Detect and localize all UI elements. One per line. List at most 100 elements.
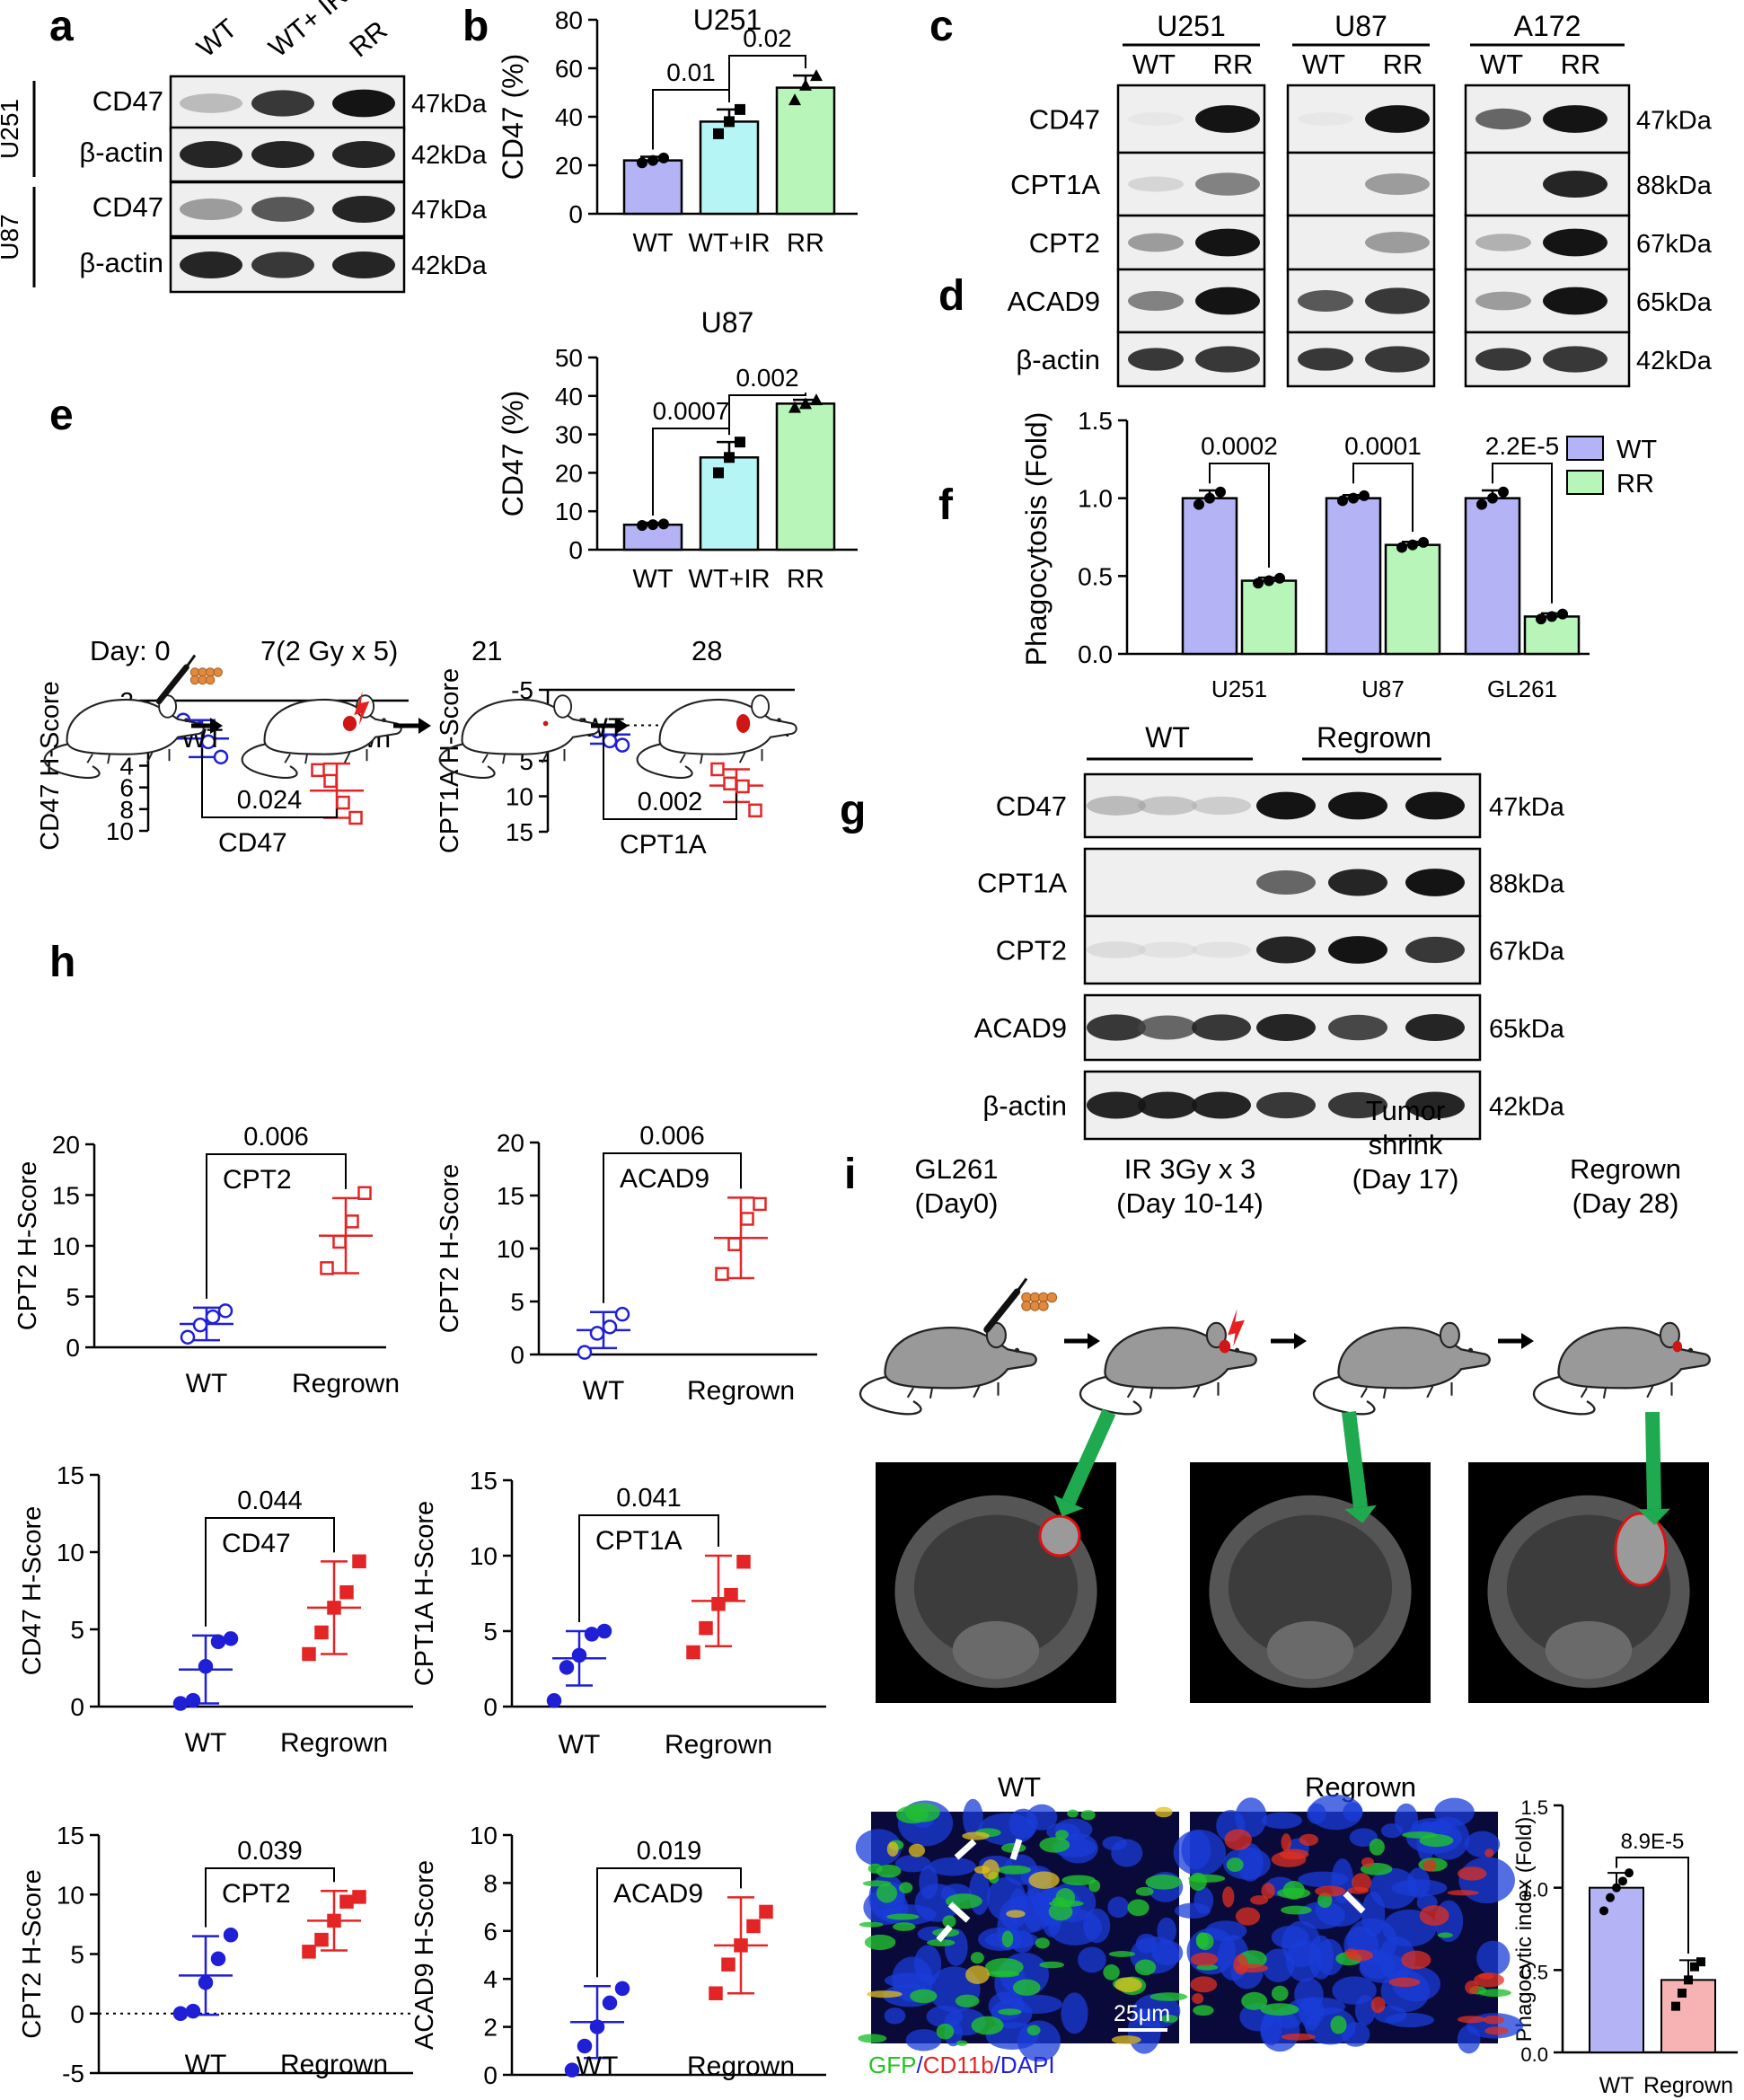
gfp-signal — [1401, 1831, 1438, 1839]
protein-label: CD47 — [92, 191, 163, 223]
data-point — [602, 1995, 618, 2011]
annotation-label: CPT1A — [595, 1526, 683, 1556]
gfp-signal — [1039, 1837, 1070, 1853]
data-point — [753, 1196, 767, 1212]
legend-label: RR — [1616, 470, 1654, 499]
x-tick-label: WT — [632, 229, 673, 258]
y-tick-label: 15 — [497, 1182, 524, 1210]
y-tick-label: -5 — [62, 2060, 84, 2087]
syringe-barrel — [155, 664, 189, 705]
data-point — [223, 1928, 239, 1943]
blot-band — [1405, 936, 1465, 964]
data-point — [1359, 490, 1370, 501]
y-tick-label: 1.0 — [1520, 1879, 1548, 1901]
scale-bar-label: 25μm — [1114, 2001, 1170, 2026]
gfp-signal — [899, 1882, 913, 1893]
blot-band — [1543, 228, 1607, 257]
y-tick-label: 1.0 — [1078, 485, 1113, 513]
cd11b-signal — [1028, 1871, 1060, 1889]
gfp-signal — [956, 2040, 968, 2046]
data-point — [709, 1986, 723, 2000]
kda-label: 88kDa — [1489, 870, 1565, 899]
tumor-outline — [1038, 1514, 1081, 1557]
data-point — [185, 2003, 201, 2019]
data-point — [1253, 578, 1264, 589]
step-label: (Day 10-14) — [1116, 1187, 1264, 1219]
lane-label: WT — [1132, 49, 1176, 80]
blot-band — [251, 197, 314, 222]
y-tick-label: 0.0 — [1078, 640, 1113, 668]
data-point — [1215, 486, 1226, 498]
blot-band — [1087, 941, 1146, 958]
cd11b-signal — [1155, 1806, 1173, 1818]
x-tick-label: WT — [559, 1730, 601, 1760]
blot-band — [1256, 1091, 1316, 1119]
mouse-feet — [1360, 1381, 1453, 1399]
gfp-signal — [926, 1938, 956, 1946]
y-tick-label: 4 — [119, 753, 134, 781]
gfp-signal — [1276, 1887, 1311, 1899]
figure-labels: a b c d e f g h i — [49, 3, 964, 1198]
gfp-signal — [1160, 2015, 1178, 2023]
data-point — [1348, 492, 1359, 504]
lane-label: RR — [344, 15, 392, 63]
blot-band — [251, 141, 314, 168]
blot-band — [1195, 287, 1260, 315]
data-point — [1606, 1893, 1615, 1902]
data-point — [327, 1913, 341, 1928]
data-point — [1418, 536, 1429, 548]
data-point — [1671, 2001, 1680, 2011]
y-tick-label: 10 — [497, 1235, 524, 1263]
data-point — [332, 1234, 347, 1249]
gfp-signal — [1061, 1875, 1096, 1886]
y-tick-label: 30 — [555, 421, 583, 449]
dapi-nucleus — [1395, 1803, 1418, 1836]
blot-band — [1195, 228, 1260, 257]
dapi-nucleus — [1151, 1940, 1184, 1966]
bar — [1464, 497, 1521, 656]
bar — [1240, 579, 1298, 656]
data-point — [320, 1261, 334, 1275]
panel-letter-a: a — [49, 3, 74, 50]
timeline-label: 7(2 Gy x 5) — [260, 635, 398, 666]
gfp-signal — [1193, 2005, 1214, 2016]
y-tick-label: 1.5 — [1520, 1796, 1548, 1819]
data-point — [571, 1647, 587, 1663]
cell-cluster — [205, 675, 216, 685]
data-point — [724, 116, 735, 128]
x-tick-label: U87 — [1361, 675, 1405, 702]
dapi-nucleus — [1083, 1908, 1111, 1944]
y-tick-label: 5 — [66, 1284, 80, 1311]
data-point — [734, 1938, 748, 1953]
blot-band — [1328, 791, 1387, 820]
y-tick-label: 5 — [510, 1288, 524, 1316]
stain-legend: GFP/CD11b/DAPI — [868, 2051, 1055, 2078]
mouse-feet — [284, 749, 368, 764]
blot-band — [1405, 791, 1465, 820]
mouse-eye — [777, 718, 781, 723]
mri-brain — [913, 1514, 1079, 1660]
mouse-tail — [1312, 1375, 1376, 1416]
gfp-signal — [864, 1934, 896, 1950]
dapi-nucleus — [1385, 2012, 1434, 2028]
y-tick-label: 6 — [119, 774, 134, 802]
tumor-mark — [736, 714, 751, 733]
legend-swatch — [1566, 436, 1604, 461]
y-tick-label: 10 — [470, 1822, 498, 1849]
gfp-signal — [1149, 1992, 1188, 2001]
p-value-label: 0.01 — [666, 58, 716, 86]
data-point — [357, 1186, 372, 1200]
data-point — [799, 78, 812, 91]
blot-band — [1328, 1091, 1387, 1119]
mri-image — [1468, 1462, 1709, 1703]
p-value-label: 2.2E-5 — [1485, 432, 1560, 460]
gfp-signal — [1271, 1985, 1289, 2001]
gfp-signal — [1127, 1899, 1149, 1917]
annotation-label: CD47 — [222, 1529, 291, 1558]
y-tick-label: 10 — [52, 1232, 80, 1260]
blot-band — [1365, 287, 1430, 314]
data-point — [339, 1584, 354, 1600]
cd11b-signal — [1483, 2015, 1505, 2025]
data-point — [699, 1620, 713, 1636]
annotation-label: CPT2 — [223, 1165, 292, 1195]
